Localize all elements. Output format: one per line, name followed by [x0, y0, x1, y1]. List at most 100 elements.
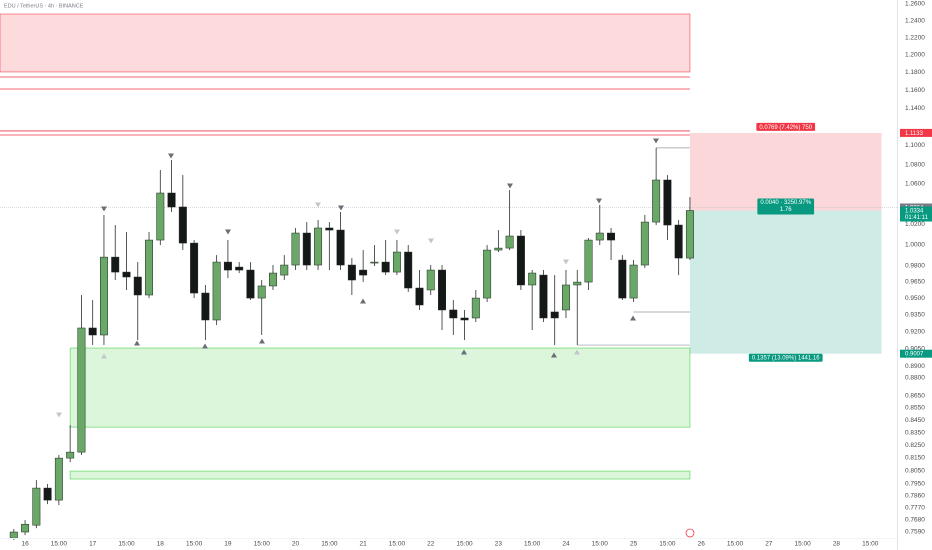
- y-tick-label: 1.1400: [905, 105, 925, 112]
- x-tick-label: 21: [360, 541, 368, 548]
- candle-body: [133, 276, 142, 296]
- candle-body: [201, 292, 210, 321]
- x-tick-label: 15:00: [456, 541, 473, 548]
- price-badge: [900, 206, 932, 222]
- x-tick-label: 24: [562, 541, 570, 548]
- candle-body: [640, 221, 649, 266]
- candle-body: [302, 232, 311, 266]
- x-tick-label: 15:00: [321, 541, 338, 548]
- candle-body: [336, 229, 345, 266]
- candle-body: [483, 249, 492, 299]
- x-tick-label: 15:00: [118, 541, 135, 548]
- candle-body: [178, 206, 187, 244]
- fractal-down: [428, 238, 434, 244]
- candle-body: [629, 264, 638, 299]
- candle-body: [370, 261, 379, 264]
- candle-body: [235, 266, 244, 271]
- x-tick-label: 17: [89, 541, 97, 548]
- x-tick-label: 15:00: [524, 541, 541, 548]
- symbol-title: EDU / TetherUS · 4h · BINANCE: [4, 3, 84, 9]
- candle-body: [167, 192, 176, 208]
- y-tick-label: 1.0000: [905, 241, 925, 248]
- y-tick-label: 1.1600: [905, 87, 925, 94]
- zone: [69, 470, 691, 480]
- y-tick-label: 1.1000: [905, 142, 925, 149]
- stop-label: 0.0769 (7.42%) 750: [759, 125, 812, 131]
- candle-body: [257, 285, 266, 299]
- y-tick-label: 0.8800: [905, 375, 925, 382]
- y-tick-label: 0.7950: [905, 480, 925, 487]
- candle-body: [212, 261, 221, 321]
- y-tick-label: 0.9350: [905, 311, 925, 318]
- zones-layer: [0, 13, 897, 480]
- fractal-down: [101, 206, 107, 212]
- candle-body: [21, 523, 30, 533]
- candle-body: [674, 224, 683, 259]
- y-tick-label: 0.8150: [905, 455, 925, 462]
- entry-label: 0.0040 · 3250.97%: [760, 200, 811, 206]
- main-layer: [9, 147, 694, 541]
- fractal-down: [56, 412, 62, 418]
- stop-label-bg: [756, 122, 816, 131]
- candle-body: [88, 327, 97, 336]
- candle-body: [618, 259, 627, 299]
- candle-body: [190, 242, 199, 294]
- candle-body: [404, 251, 413, 289]
- candle-body: [685, 210, 694, 259]
- fractal-up: [134, 340, 140, 346]
- x-tick-label: 15:00: [862, 541, 879, 548]
- y-tick-label: 0.9500: [905, 295, 925, 302]
- candle-body: [607, 232, 616, 241]
- x-tick-label: 15:00: [186, 541, 203, 548]
- x-tick-label: 15:00: [254, 541, 271, 548]
- price-badge-label: 1.0334: [905, 208, 924, 214]
- candle-body: [347, 264, 356, 281]
- candle-body: [54, 457, 63, 501]
- axis-layer: 1.2600 1.2400 1.2200 1.2000 1.1800 1.1600 1.14…: [21, 1, 932, 548]
- fractal-down: [653, 138, 659, 144]
- candle-body: [494, 247, 503, 251]
- candle-body: [43, 487, 52, 501]
- y-tick-label: 0.8550: [905, 405, 925, 412]
- candle-body: [415, 287, 424, 306]
- candle-body: [460, 317, 469, 321]
- y-tick-label: 0.9800: [905, 263, 925, 270]
- candle-body: [652, 179, 661, 223]
- y-tick-label: 0.7680: [905, 516, 925, 523]
- y-tick-label: 0.9200: [905, 328, 925, 335]
- fractal-down: [394, 229, 400, 235]
- x-tick-label: 25: [630, 541, 638, 548]
- x-tick-label: 18: [157, 541, 165, 548]
- zone: [0, 13, 691, 73]
- fractal-down: [168, 153, 174, 159]
- y-tick-label: 0.9050: [905, 345, 925, 352]
- fractal-up: [360, 298, 366, 304]
- candle-body: [505, 235, 514, 249]
- y-tick-label: 0.8650: [905, 393, 925, 400]
- candle-body: [246, 269, 255, 299]
- candle-body: [291, 232, 300, 266]
- settings-icon[interactable]: [685, 528, 695, 538]
- fractal-down: [563, 259, 569, 265]
- candle-body: [562, 284, 570, 311]
- x-tick-label: 20: [292, 541, 300, 548]
- x-tick-label: 15:00: [794, 541, 811, 548]
- candle-body: [573, 281, 582, 286]
- fractal-down: [225, 229, 231, 235]
- candle-body: [32, 487, 41, 526]
- candle-body: [663, 179, 672, 226]
- price-badge-label: 0.9007: [905, 352, 924, 358]
- candle-body: [392, 251, 401, 273]
- fractal-up: [630, 315, 636, 321]
- y-tick-label: 1.0200: [905, 221, 925, 228]
- candle-body: [66, 451, 75, 459]
- candle-body: [539, 274, 548, 319]
- price-badge: [900, 349, 932, 358]
- candle-body: [438, 269, 446, 311]
- target-area: [689, 210, 882, 354]
- x-tick-label: 26: [698, 541, 706, 548]
- x-tick-label: 22: [427, 541, 435, 548]
- y-tick-label: 1.0600: [905, 181, 925, 188]
